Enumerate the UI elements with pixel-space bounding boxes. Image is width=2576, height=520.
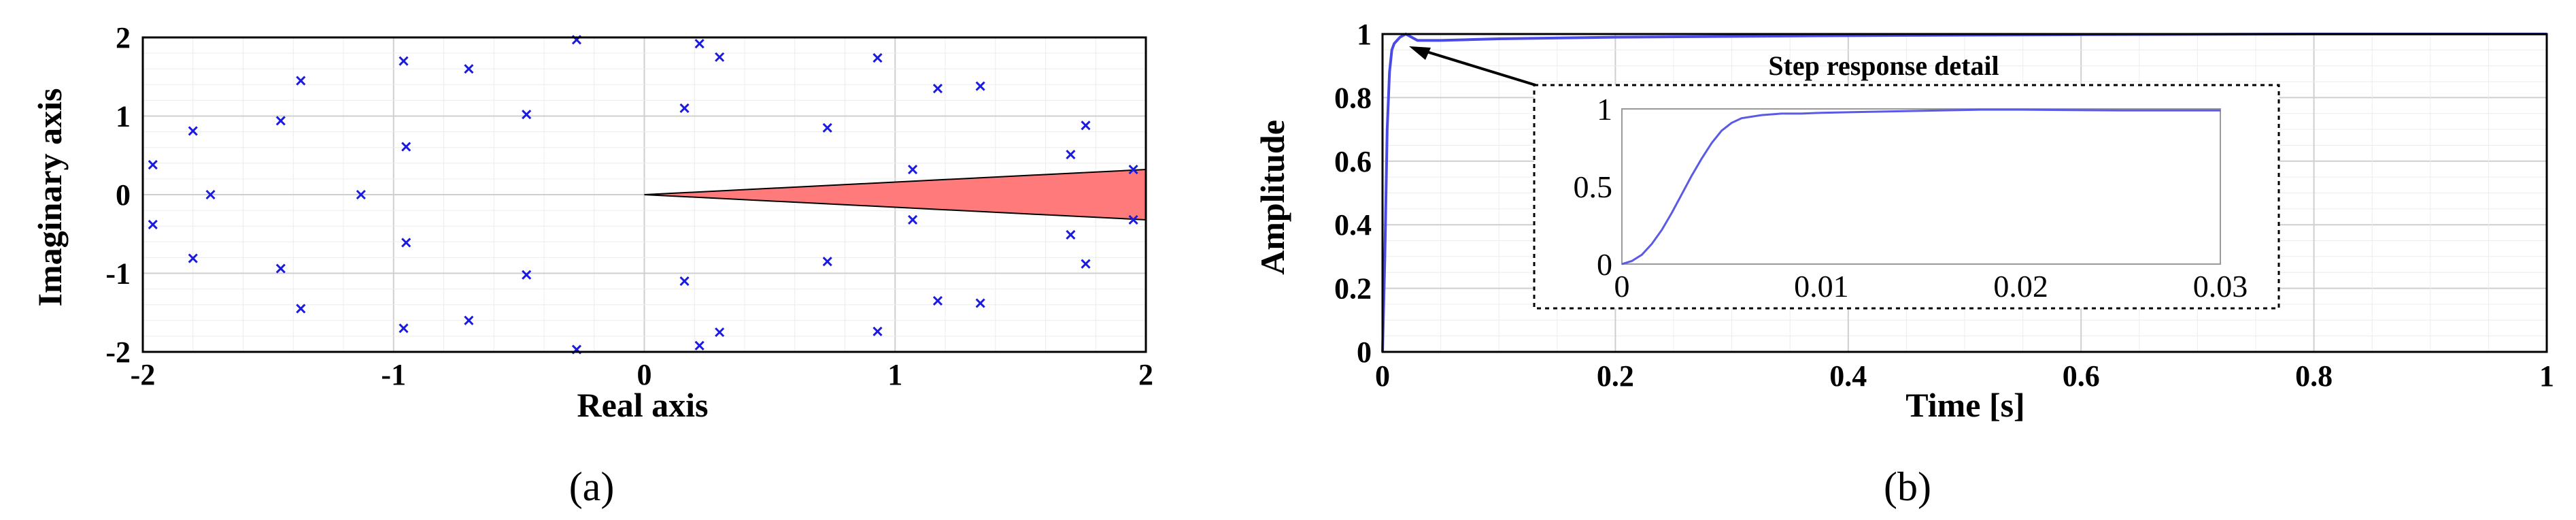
x-axis-label-b: Time [s] [1905,386,2024,424]
y-tick-label: 0.6 [1334,145,1372,178]
inset-title: Step response detail [1768,50,1999,81]
pole-marker [1081,120,1091,131]
y-tick-label: 0 [116,178,131,212]
pole-marker [275,263,286,274]
y-tick-label: 0.8 [1334,81,1372,114]
pole-marker [148,160,158,170]
y-axis-label-a: Imaginary axis [31,88,69,307]
x-tick-label: 1 [887,358,902,391]
y-tick-label: 0 [1357,336,1372,369]
pole-marker [188,126,198,136]
inset-y-tick-label: 0 [1597,247,1612,282]
pole-marker [822,123,832,133]
pole-marker [679,276,690,287]
pole-marker [1081,259,1091,269]
y-tick-label: -2 [105,336,131,369]
inset-x-tick-label: 0 [1614,269,1630,304]
inset-x-tick-label: 0.02 [1993,269,2048,304]
pole-marker [822,257,832,267]
x-tick-label: 1 [2539,359,2554,393]
y-tick-label: 2 [116,21,131,54]
pole-marker [401,238,411,248]
inset-y-tick-label: 0.5 [1574,169,1613,204]
y-axis-label-b: Amplitude [1253,120,1291,275]
y-tick-label: 0.2 [1334,272,1372,306]
pole-marker [275,116,286,126]
inset-x-tick-labels: 0 0.01 0.02 0.03 [1614,269,2248,304]
pole-marker [872,326,883,337]
x-tick-label: 0.6 [2063,359,2100,393]
pole-marker [148,219,158,229]
pole-marker [1066,229,1076,240]
x-tick-label: 0 [1375,359,1390,393]
plot-frame-a [141,36,1147,353]
x-tick-label: 0.4 [1829,359,1867,393]
y-tick-label: 1 [1357,18,1372,51]
inset-plot-area [1621,108,2221,265]
inset-pointer-arrowhead [1409,46,1431,60]
pole-zero-plot: -2 -1 0 1 2 2 1 0 -1 -2 Real axis Imaginary axis… [31,21,1153,509]
pole-marker [464,315,474,325]
pole-marker [1128,164,1138,175]
inset-pointer-arrow [1417,48,1536,86]
pole-marker [975,81,985,91]
inset-x-tick-label: 0.03 [2193,269,2248,304]
x-tick-labels-a: -2 -1 0 1 2 [131,358,1153,391]
panel-label-a: (a) [569,464,615,509]
step-response-plot: 0 0.2 0.4 0.6 0.8 1 1 0.8 0.6 0.4 0.2 0 Time [s] A… [1253,18,2554,509]
x-tick-label: -1 [381,358,406,391]
pole-marker [296,304,306,314]
y-tick-labels-b: 1 0.8 0.6 0.4 0.2 0 [1334,18,1372,369]
x-axis-label-a: Real axis [577,386,708,424]
pole-marker [872,52,883,63]
x-tick-label: -2 [131,358,156,391]
plot-frame-b [1381,33,2548,353]
pole-marker [1128,214,1138,225]
pole-marker [694,340,705,351]
inset-y-tick-labels: 10.50 [1574,92,1613,282]
step-response-inset: Step response detail 0 0.01 0.02 0.03 10.50 [1533,50,2280,310]
x-tick-labels-b: 0 0.2 0.4 0.6 0.8 1 [1375,359,2554,393]
pole-marker [401,142,411,152]
x-tick-label: 0.2 [1597,359,1634,393]
panel-label-b: (b) [1884,464,1931,509]
y-tick-label: 1 [116,100,131,133]
pole-marker [694,39,705,49]
x-tick-label: 2 [1138,358,1153,391]
pole-marker [356,189,366,200]
pole-marker [464,64,474,74]
pole-marker [522,270,532,280]
pole-marker [188,253,198,263]
pole-marker [975,298,985,308]
x-tick-label: 0.8 [2295,359,2333,393]
pole-marker [399,56,409,66]
x-tick-label: 0 [637,358,652,391]
inset-step-response-line [1621,108,2220,265]
step-response-line [1381,32,2547,353]
pole-marker [908,164,918,175]
pole-markers [148,35,1138,355]
pole-marker [522,110,532,120]
pole-marker [296,76,306,86]
pole-marker [908,214,918,225]
pole-marker [715,327,725,338]
pole-marker [715,52,725,62]
pole-marker [205,189,216,200]
y-tick-labels-a: 2 1 0 -1 -2 [105,21,131,369]
inset-x-tick-label: 0.01 [1794,269,1849,304]
inset-y-tick-label: 1 [1597,92,1612,127]
y-tick-label: 0.4 [1334,208,1372,242]
pole-marker [399,323,409,334]
pole-marker [932,84,943,94]
y-tick-label: -1 [105,257,131,291]
pole-marker [932,295,943,306]
pole-marker [679,103,690,114]
pole-marker [1066,150,1076,160]
